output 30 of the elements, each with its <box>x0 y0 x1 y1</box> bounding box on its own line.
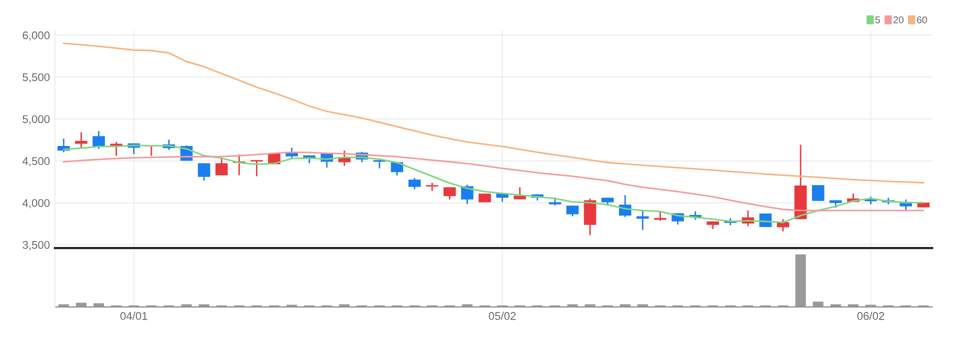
legend-label: 5 <box>875 16 880 24</box>
line-series <box>62 151 924 212</box>
bar <box>93 303 104 307</box>
candlestick <box>776 218 790 232</box>
y-tick-label: 4,000 <box>22 199 50 208</box>
x-tick-label: 06/02 <box>857 312 884 320</box>
candlestick <box>198 162 210 182</box>
y-tick-label: 6,000 <box>22 31 50 41</box>
candlestick <box>566 204 579 217</box>
candlestick <box>444 186 456 200</box>
y-tick-label: 5,000 <box>22 115 50 124</box>
y-tick-label: 5,500 <box>22 73 50 82</box>
x-tick-label: 05/02 <box>488 312 516 320</box>
candlestick <box>286 147 298 160</box>
candlestick <box>92 130 105 150</box>
legend-label: 20 <box>894 16 904 24</box>
y-tick-label: 3,500 <box>22 240 50 250</box>
bar <box>795 254 806 307</box>
bar <box>76 302 86 307</box>
bar <box>812 302 824 307</box>
candlestick <box>75 132 88 149</box>
legend-label: 60 <box>917 16 927 24</box>
y-tick-label: 4,500 <box>22 157 50 166</box>
x-tick-label: 04/01 <box>120 312 148 320</box>
candlestick <box>250 159 263 177</box>
candlestick <box>408 177 421 190</box>
candlestick <box>215 157 228 176</box>
candlestick <box>461 184 474 205</box>
line-series <box>62 42 924 184</box>
candlestick <box>812 184 824 202</box>
